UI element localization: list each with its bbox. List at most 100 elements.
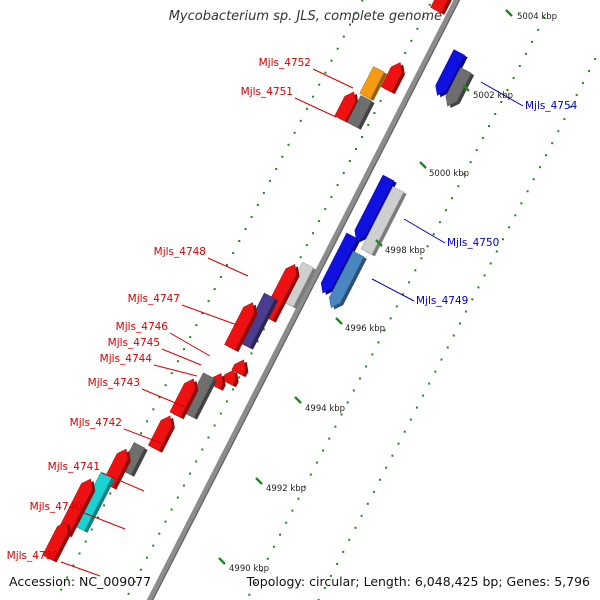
ruler-dot: [518, 65, 521, 67]
gene-label-mjls_4739[interactable]: Mjls_4739: [7, 550, 59, 562]
ruler-dot: [213, 288, 216, 291]
gene-label-mjls_4741[interactable]: Mjls_4741: [48, 461, 100, 473]
gene-arrow[interactable]: [147, 415, 175, 453]
ruler-dot: [330, 59, 333, 62]
ruler-dot: [164, 520, 167, 523]
scale-label: 4998 kbp: [385, 246, 425, 256]
gene-arrow[interactable]: [42, 521, 72, 563]
ruler-dot: [545, 154, 547, 157]
ruler-dot: [334, 425, 337, 428]
genome-backbone: [146, 0, 461, 600]
ruler-dot: [508, 226, 511, 229]
ruler-dot: [78, 552, 81, 555]
ruler-dot: [256, 203, 259, 206]
ruler-dot: [459, 322, 461, 325]
scale-tick: [419, 161, 427, 169]
ruler-dot: [146, 420, 149, 423]
gene-label-mjls_4743[interactable]: Mjls_4743: [88, 377, 140, 389]
scale-tick: [505, 9, 513, 17]
ruler-dot: [254, 581, 257, 584]
scale-tick: [255, 477, 263, 485]
gene-arrow[interactable]: [334, 91, 359, 124]
ruler-dot: [318, 220, 321, 223]
label-leader-line: [312, 68, 354, 89]
gene-arrow[interactable]: [430, 0, 454, 15]
ruler-dot: [336, 184, 339, 187]
ruler-dot: [389, 317, 392, 320]
gene-arrow[interactable]: [221, 369, 239, 388]
gene-label-mjls_4746[interactable]: Mjls_4746: [116, 321, 169, 333]
ruler-dot: [360, 514, 363, 517]
gene-label-mjls_4745[interactable]: Mjls_4745: [108, 337, 160, 349]
ruler-dot: [526, 190, 529, 193]
gene-body: [147, 415, 173, 452]
gene-label-mjls_4747[interactable]: Mjls_4747: [128, 293, 180, 305]
gene-arrow[interactable]: [359, 66, 388, 101]
ruler-dot: [355, 148, 357, 150]
ruler-dot: [195, 324, 198, 327]
gene-label-mjls_4744[interactable]: Mjls_4744: [100, 353, 153, 365]
gene-label-mjls_4750[interactable]: Mjls_4750: [447, 237, 499, 249]
scale-label: 4990 kbp: [229, 564, 269, 574]
ruler-dot: [506, 89, 509, 91]
ruler-dot: [532, 178, 535, 181]
label-leader-line: [153, 364, 198, 377]
ruler-dot: [305, 107, 308, 110]
scale-label: 4996 kbp: [345, 324, 385, 334]
gene-arrow[interactable]: [320, 232, 361, 295]
ruler-dot: [438, 221, 441, 224]
gene-label-mjls_4740[interactable]: Mjls_4740: [30, 501, 82, 513]
ruler-dot: [285, 521, 288, 524]
gene-label-mjls_4748[interactable]: Mjls_4748: [154, 246, 206, 258]
ruler-dot: [152, 544, 155, 547]
ruler-dot: [225, 400, 228, 403]
gene-arrow[interactable]: [360, 186, 407, 257]
ruler-dot: [103, 504, 106, 507]
gene-arrow[interactable]: [329, 250, 367, 310]
scale-ticks: 5004 kbp 5002 kbp 5000 kbp 4998 kbp 4996 kbp…: [218, 9, 557, 574]
ruler-dot: [170, 508, 173, 511]
gene-label-mjls_4751[interactable]: Mjls_4751: [241, 86, 293, 98]
ruler-dot: [158, 532, 161, 535]
ruler-dot: [291, 509, 294, 512]
ruler-dot: [195, 460, 198, 463]
ruler-dot: [502, 238, 504, 241]
ruler-dot: [372, 490, 375, 493]
gene-arrow[interactable]: [224, 302, 258, 352]
ruler-dot: [312, 232, 314, 235]
scale-tick: [462, 84, 470, 92]
ruler-dot: [391, 454, 394, 457]
ruler-dot: [238, 376, 241, 379]
gene-body: [169, 378, 196, 418]
gene-label-mjls_4754[interactable]: Mjls_4754: [525, 100, 578, 112]
ruler-dot: [488, 125, 490, 128]
label-leader-line: [60, 561, 101, 577]
scale-label: 5004 kbp: [517, 12, 557, 22]
gene-arrow[interactable]: [169, 378, 199, 420]
gene-arrow[interactable]: [380, 62, 405, 95]
ruler-dot: [336, 562, 339, 565]
ruler-dot: [446, 346, 449, 349]
ruler-dot: [520, 202, 523, 205]
gene-label-mjls_4749[interactable]: Mjls_4749: [416, 295, 468, 307]
ruler-dot: [361, 0, 364, 2]
gene-label-mjls_4742[interactable]: Mjls_4742: [70, 417, 122, 429]
ruler-dot: [489, 262, 492, 265]
ruler-dot: [176, 496, 179, 499]
ruler-dot: [475, 149, 478, 152]
ruler-dot: [287, 143, 290, 146]
ruler-dot: [66, 576, 69, 579]
ruler-dot: [432, 233, 435, 236]
ruler-dot: [514, 214, 517, 217]
ruler-dot: [581, 82, 584, 85]
ruler-dot: [397, 442, 400, 445]
ruler-dot: [170, 372, 173, 375]
gene-arrow[interactable]: [231, 359, 249, 378]
ruler-dot: [256, 340, 259, 343]
gene-label-mjls_4752[interactable]: Mjls_4752: [259, 57, 311, 69]
ruler-dot: [232, 388, 235, 391]
scale-label: 5002 kbp: [473, 91, 513, 101]
gene-features: [42, 0, 475, 563]
gene-arrow[interactable]: [435, 49, 468, 98]
gene-arrow[interactable]: [346, 95, 375, 130]
